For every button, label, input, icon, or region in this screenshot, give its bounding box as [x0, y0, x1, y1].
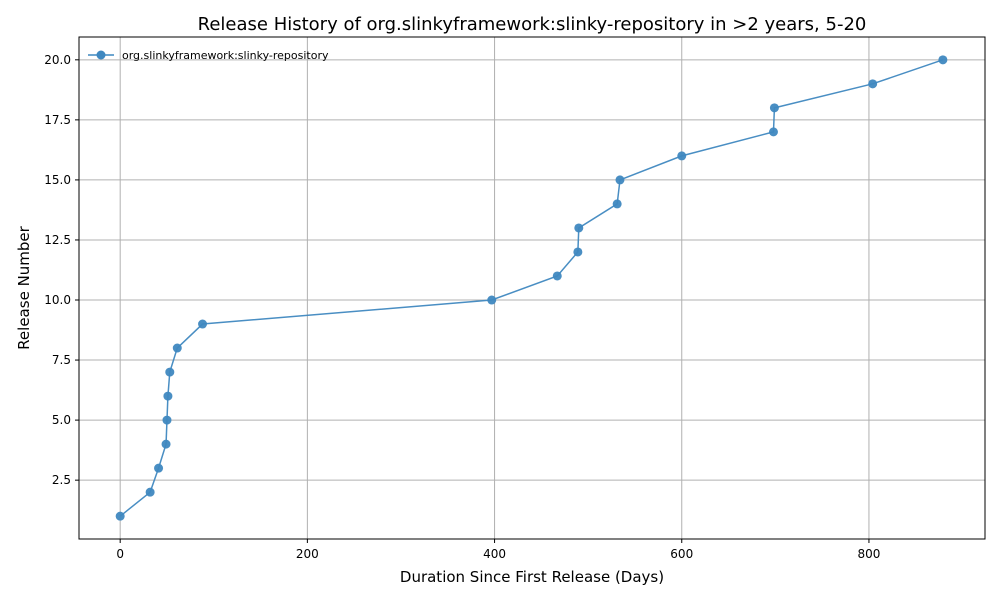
data-point	[165, 367, 175, 377]
grid-lines	[79, 37, 985, 539]
series-layer	[115, 55, 948, 521]
data-point	[615, 175, 625, 185]
data-point	[573, 247, 583, 257]
data-point	[163, 391, 173, 401]
tick-layer: 0 200 400 600 800 2.5 5.0 7.5 10.0 12.5 15.0 17.5 20…	[44, 53, 880, 561]
y-tick-label: 10.0	[44, 293, 71, 307]
data-point	[154, 463, 164, 473]
data-point	[938, 55, 948, 65]
data-point	[677, 151, 687, 161]
y-axis-label: Release Number	[15, 225, 33, 349]
y-tick-label: 20.0	[44, 53, 71, 67]
data-point	[868, 79, 878, 89]
legend-label: org.slinkyframework:slinky-repository	[122, 49, 329, 62]
legend-marker-swatch	[96, 50, 106, 60]
series-line	[119, 59, 944, 517]
y-tick-label: 15.0	[44, 173, 71, 187]
data-point	[161, 439, 171, 449]
y-tick-label: 12.5	[44, 233, 71, 247]
data-point	[115, 511, 125, 521]
y-tick-label: 2.5	[52, 473, 71, 487]
data-point	[172, 343, 182, 353]
x-axis-label: Duration Since First Release (Days)	[400, 568, 664, 586]
chart-title: Release History of org.slinkyframework:s…	[198, 14, 867, 35]
data-point	[612, 199, 622, 209]
data-point	[487, 295, 497, 305]
data-point	[574, 223, 584, 233]
x-tick-label: 600	[670, 547, 693, 561]
data-point	[162, 415, 172, 425]
data-point	[145, 487, 155, 497]
x-tick-label: 800	[857, 547, 880, 561]
y-tick-label: 17.5	[44, 113, 71, 127]
y-tick-label: 7.5	[52, 353, 71, 367]
plot-frame	[78, 36, 986, 540]
data-point	[198, 319, 208, 329]
y-tick-label: 5.0	[52, 413, 71, 427]
x-tick-label: 0	[116, 547, 124, 561]
x-tick-label: 400	[483, 547, 506, 561]
data-point	[769, 103, 779, 113]
x-tick-label: 200	[296, 547, 319, 561]
data-point	[768, 127, 778, 137]
data-point	[552, 271, 562, 281]
legend: org.slinkyframework:slinky-repository	[88, 49, 329, 62]
